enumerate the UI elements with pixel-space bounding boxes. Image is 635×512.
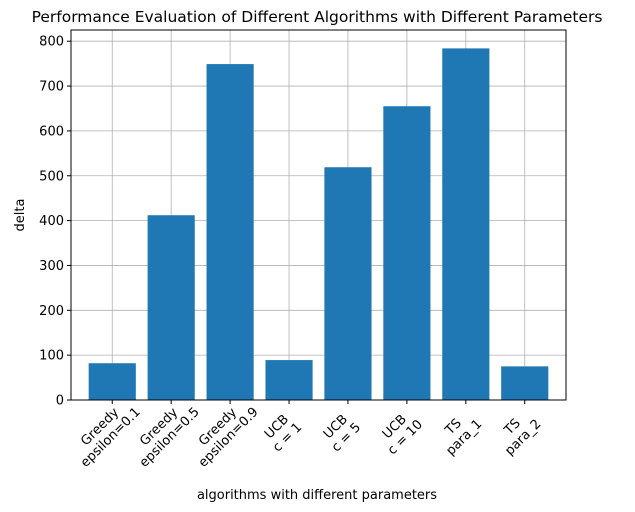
bar <box>206 64 254 401</box>
svg-text:TSpara_2: TSpara_2 <box>492 406 545 459</box>
bars <box>88 48 549 401</box>
svg-text:UCBc = 1: UCBc = 1 <box>259 410 305 456</box>
bar <box>442 48 490 400</box>
bar <box>88 363 136 400</box>
x-tick-label: Greedyepsilon=0.9 <box>185 394 262 471</box>
x-tick-label: Greedyepsilon=0.1 <box>67 394 144 471</box>
y-tick-label: 500 <box>39 169 64 184</box>
bar <box>501 366 549 400</box>
y-tick-label: 800 <box>39 35 64 50</box>
y-axis: 0 100 200 300 400 500 600 700 800 <box>39 35 71 409</box>
x-tick-label: TSpara_1 <box>433 406 486 459</box>
chart-title: Performance Evaluation of Different Algo… <box>32 8 603 26</box>
x-tick-label: UCBc = 10 <box>374 407 426 459</box>
bar <box>324 167 372 400</box>
y-tick-label: 400 <box>39 214 64 229</box>
svg-text:UCBc = 10: UCBc = 10 <box>374 407 426 459</box>
bar <box>383 106 431 400</box>
svg-text:UCBc = 5: UCBc = 5 <box>318 410 364 456</box>
y-tick-label: 200 <box>39 304 64 319</box>
svg-text:Greedyepsilon=0.5: Greedyepsilon=0.5 <box>126 394 202 470</box>
svg-text:Greedyepsilon=0.1: Greedyepsilon=0.1 <box>67 394 143 470</box>
y-tick-label: 300 <box>39 259 64 274</box>
x-axis: Greedyepsilon=0.1Greedyepsilon=0.5Greedy… <box>67 394 545 471</box>
plot-frame <box>70 29 567 401</box>
bar <box>265 360 313 400</box>
y-tick-label: 700 <box>39 80 64 95</box>
svg-text:TSpara_1: TSpara_1 <box>433 406 486 459</box>
y-tick-label: 100 <box>39 349 64 364</box>
svg-text:Greedyepsilon=0.9: Greedyepsilon=0.9 <box>185 394 261 470</box>
x-axis-label: algorithms with different parameters <box>197 488 437 503</box>
x-tick-label: UCBc = 5 <box>318 410 364 456</box>
x-tick-label: TSpara_2 <box>492 406 545 459</box>
y-tick-label: 0 <box>56 394 64 409</box>
grid-lines <box>71 30 566 401</box>
x-tick-label: UCBc = 1 <box>259 410 305 456</box>
bar <box>147 215 195 400</box>
x-tick-label: Greedyepsilon=0.5 <box>126 394 203 471</box>
y-axis-label: delta <box>13 199 28 232</box>
y-tick-label: 600 <box>39 124 64 139</box>
